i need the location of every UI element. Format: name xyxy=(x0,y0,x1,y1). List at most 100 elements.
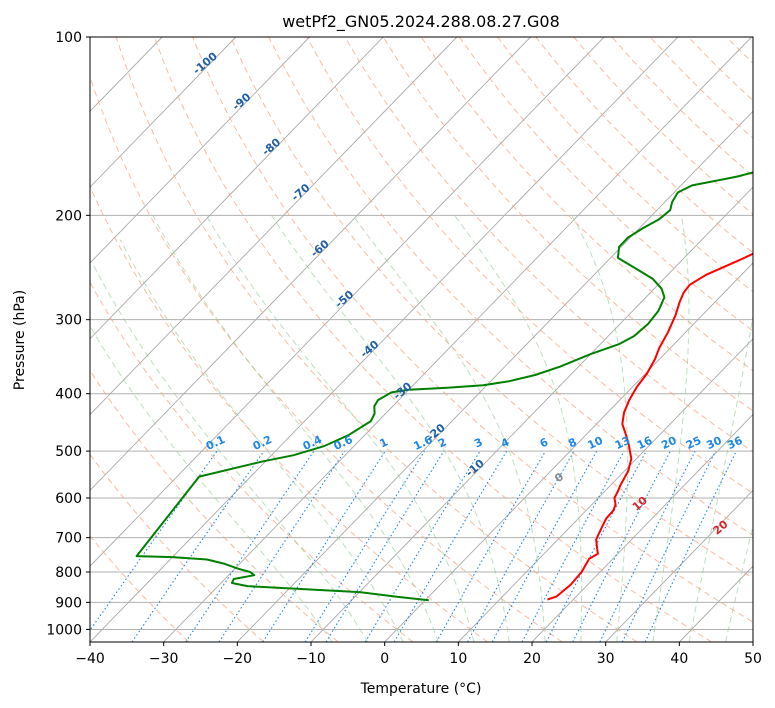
x-axis-label: Temperature (°C) xyxy=(360,681,482,697)
isotherm-line xyxy=(531,413,753,642)
dry-adiabat-line xyxy=(687,37,753,102)
mixing-ratio-label: 20 xyxy=(659,434,679,452)
isotherm-line xyxy=(90,37,605,567)
isotherm-line xyxy=(90,37,310,264)
isotherm-line xyxy=(163,37,752,642)
moist-adiabat-line xyxy=(725,524,753,642)
moist-adiabat-line xyxy=(454,215,582,642)
dry-adiabat-label: -50 xyxy=(333,288,357,311)
x-tick-label: −10 xyxy=(296,651,326,667)
temperature-profile-line xyxy=(547,252,753,601)
moist-adiabat-label: 10 xyxy=(630,494,650,514)
y-tick-label: 100 xyxy=(55,30,82,46)
y-tick-label: 800 xyxy=(55,565,82,581)
mixing-ratio-label: 30 xyxy=(704,434,724,452)
x-tick-label: −20 xyxy=(223,651,253,667)
dry-adiabat-line xyxy=(90,185,488,642)
x-tick-label: 10 xyxy=(449,651,467,667)
x-tick-label: 0 xyxy=(380,651,389,667)
isotherm-line xyxy=(752,641,753,642)
mixing-ratio-label: 25 xyxy=(684,434,703,452)
y-tick-label: 200 xyxy=(55,208,82,224)
x-axis-ticks: −40 −30 −20 −10 0 10 20 30 40 50 xyxy=(75,642,762,667)
dry-adiabat-line xyxy=(90,453,264,642)
y-tick-label: 700 xyxy=(55,531,82,547)
mixing-ratio-label: 0.4 xyxy=(301,433,324,453)
dry-adiabat-label: -60 xyxy=(308,237,332,260)
dry-adiabat-line xyxy=(90,74,563,642)
dry-adiabat-line xyxy=(90,369,339,642)
profile-series xyxy=(135,171,753,602)
y-tick-label: 500 xyxy=(55,444,82,460)
isotherm-line xyxy=(310,186,753,642)
isotherm-line xyxy=(90,37,384,340)
moist-adiabat-line xyxy=(571,215,629,642)
mixing-ratio-line xyxy=(572,450,671,642)
isotherm-line xyxy=(458,338,753,642)
dry-adiabat-line xyxy=(764,37,775,642)
dry-adiabat-line xyxy=(573,37,753,215)
dry-adiabat-line xyxy=(535,37,753,254)
mixing-ratio-line xyxy=(491,450,598,642)
mixing-ratio-label: 10 xyxy=(586,434,606,452)
mixing-ratio-line xyxy=(621,450,717,642)
mixing-ratio-label: 6 xyxy=(538,435,551,450)
dry-adiabat-line xyxy=(90,281,414,642)
isotherm-line xyxy=(90,37,531,492)
x-tick-label: 50 xyxy=(744,651,762,667)
dry-adiabat-line xyxy=(306,37,753,494)
isotherm-line xyxy=(605,489,753,642)
mixing-ratio-label: 36 xyxy=(725,434,745,452)
mixing-ratio-line xyxy=(218,450,346,642)
mixing-ratio-label: 16 xyxy=(635,434,655,452)
dry-adiabat-line xyxy=(725,37,753,64)
dry-adiabat-label: -70 xyxy=(289,181,313,204)
mixing-ratio-line xyxy=(599,450,696,642)
dry-adiabat-label: -100 xyxy=(191,49,221,77)
y-tick-label: 400 xyxy=(55,387,82,403)
mixing-ratio-line xyxy=(325,450,445,642)
x-tick-label: −30 xyxy=(149,651,179,667)
moist-adiabat-line xyxy=(91,262,369,642)
x-tick-label: 20 xyxy=(523,651,541,667)
moist-adiabat-line xyxy=(688,312,753,642)
moist-adiabat-line xyxy=(152,215,439,642)
isotherm-line xyxy=(384,262,753,642)
y-tick-label: 1000 xyxy=(46,622,82,638)
mixing-ratio-label: 3 xyxy=(472,435,484,450)
dry-adiabat-line xyxy=(115,37,638,642)
mixing-ratio-label: 13 xyxy=(613,434,632,452)
grid-lines xyxy=(90,37,753,642)
isotherm-line xyxy=(237,110,753,642)
moist-adiabat-label: 0 xyxy=(552,470,566,485)
x-tick-label: 30 xyxy=(597,651,615,667)
background-line-labels: 0.1 0.2 0.4 0.6 1 1.6 2 3 4 6 8 10 13 16 20 25 30 36-100-… xyxy=(191,49,745,537)
mixing-ratio-line xyxy=(467,450,575,642)
moist-adiabat-line xyxy=(652,215,690,642)
plot-frame xyxy=(89,36,754,643)
y-axis-label: Pressure (hPa) xyxy=(12,290,28,390)
dry-adiabat-line xyxy=(649,37,753,139)
mixing-ratio-label: 0.6 xyxy=(332,433,355,453)
moist-adiabat-line xyxy=(271,215,510,642)
dry-adiabat-label: -80 xyxy=(260,135,284,158)
mixing-ratio-line xyxy=(185,450,315,642)
mixing-ratio-line xyxy=(131,450,265,642)
isotherm-line xyxy=(90,37,458,416)
x-tick-label: −40 xyxy=(75,651,105,667)
dewpoint-profile-line xyxy=(135,171,753,602)
mixing-ratio-line xyxy=(435,450,546,642)
mixing-ratio-line xyxy=(521,450,625,642)
mixing-ratio-line xyxy=(262,450,386,642)
dry-adiabat-line xyxy=(90,535,190,642)
dry-adiabat-line xyxy=(497,37,753,293)
dry-adiabat-label: -40 xyxy=(358,338,382,361)
y-tick-label: 300 xyxy=(55,313,82,329)
y-axis-ticks: 100 200 300 400 500 600 700 800 900 1000 xyxy=(46,30,90,638)
moist-adiabat-line xyxy=(205,215,475,642)
isotherm-line xyxy=(90,37,237,188)
mixing-ratio-line xyxy=(644,450,737,642)
moist-adiabat-line xyxy=(119,239,404,642)
moist-adiabat-line xyxy=(90,325,333,642)
